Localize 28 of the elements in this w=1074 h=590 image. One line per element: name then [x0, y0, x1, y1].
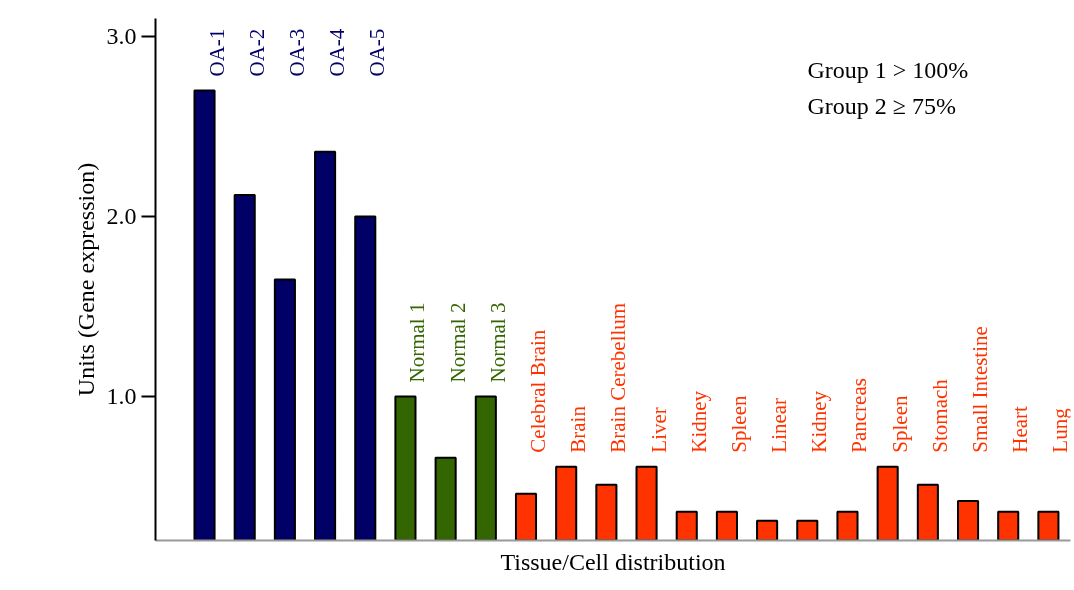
y-tick-label: 2.0: [106, 203, 137, 229]
y-tick-label: 3.0: [106, 23, 137, 49]
x-tick-label: Heart: [1008, 405, 1033, 453]
x-tick-label: Small Intestine: [968, 326, 993, 453]
x-tick-label: Normal 2: [445, 302, 470, 383]
x-tick-label: Stomach: [927, 378, 952, 453]
x-tick-label: Normal 1: [405, 302, 430, 383]
x-tick-label: Celebral Brain: [526, 329, 550, 453]
annotation: Group 2 ≥ 75%: [807, 92, 956, 119]
x-axis-title: Tissue/Cell distribution: [500, 548, 726, 575]
x-tick-label: Kidney: [686, 390, 711, 453]
x-tick-label: Liver: [646, 407, 671, 453]
x-tick-label: Brain Cerebellum: [606, 302, 631, 453]
x-tick-label: Kidney: [807, 390, 832, 453]
x-tick-label: Spleen: [887, 395, 912, 453]
x-tick-label: Linear: [767, 397, 792, 453]
annotation: Group 1 > 100%: [807, 56, 969, 83]
x-tick-label: OA-1: [204, 28, 229, 77]
x-tick-label: OA-5: [365, 28, 390, 77]
x-tick-label: OA-3: [284, 28, 309, 77]
x-tick-label: Brain: [566, 405, 591, 453]
x-tick-label: OA-4: [325, 28, 350, 77]
y-axis-title: Units (Gene expression): [72, 162, 99, 397]
x-tick-label: Pancreas: [847, 378, 872, 453]
x-tick-label: OA-2: [244, 28, 269, 77]
x-tick-label: Normal 3: [485, 302, 510, 383]
y-tick-label: 1.0: [106, 383, 137, 409]
x-tick-label: Spleen: [726, 395, 751, 453]
